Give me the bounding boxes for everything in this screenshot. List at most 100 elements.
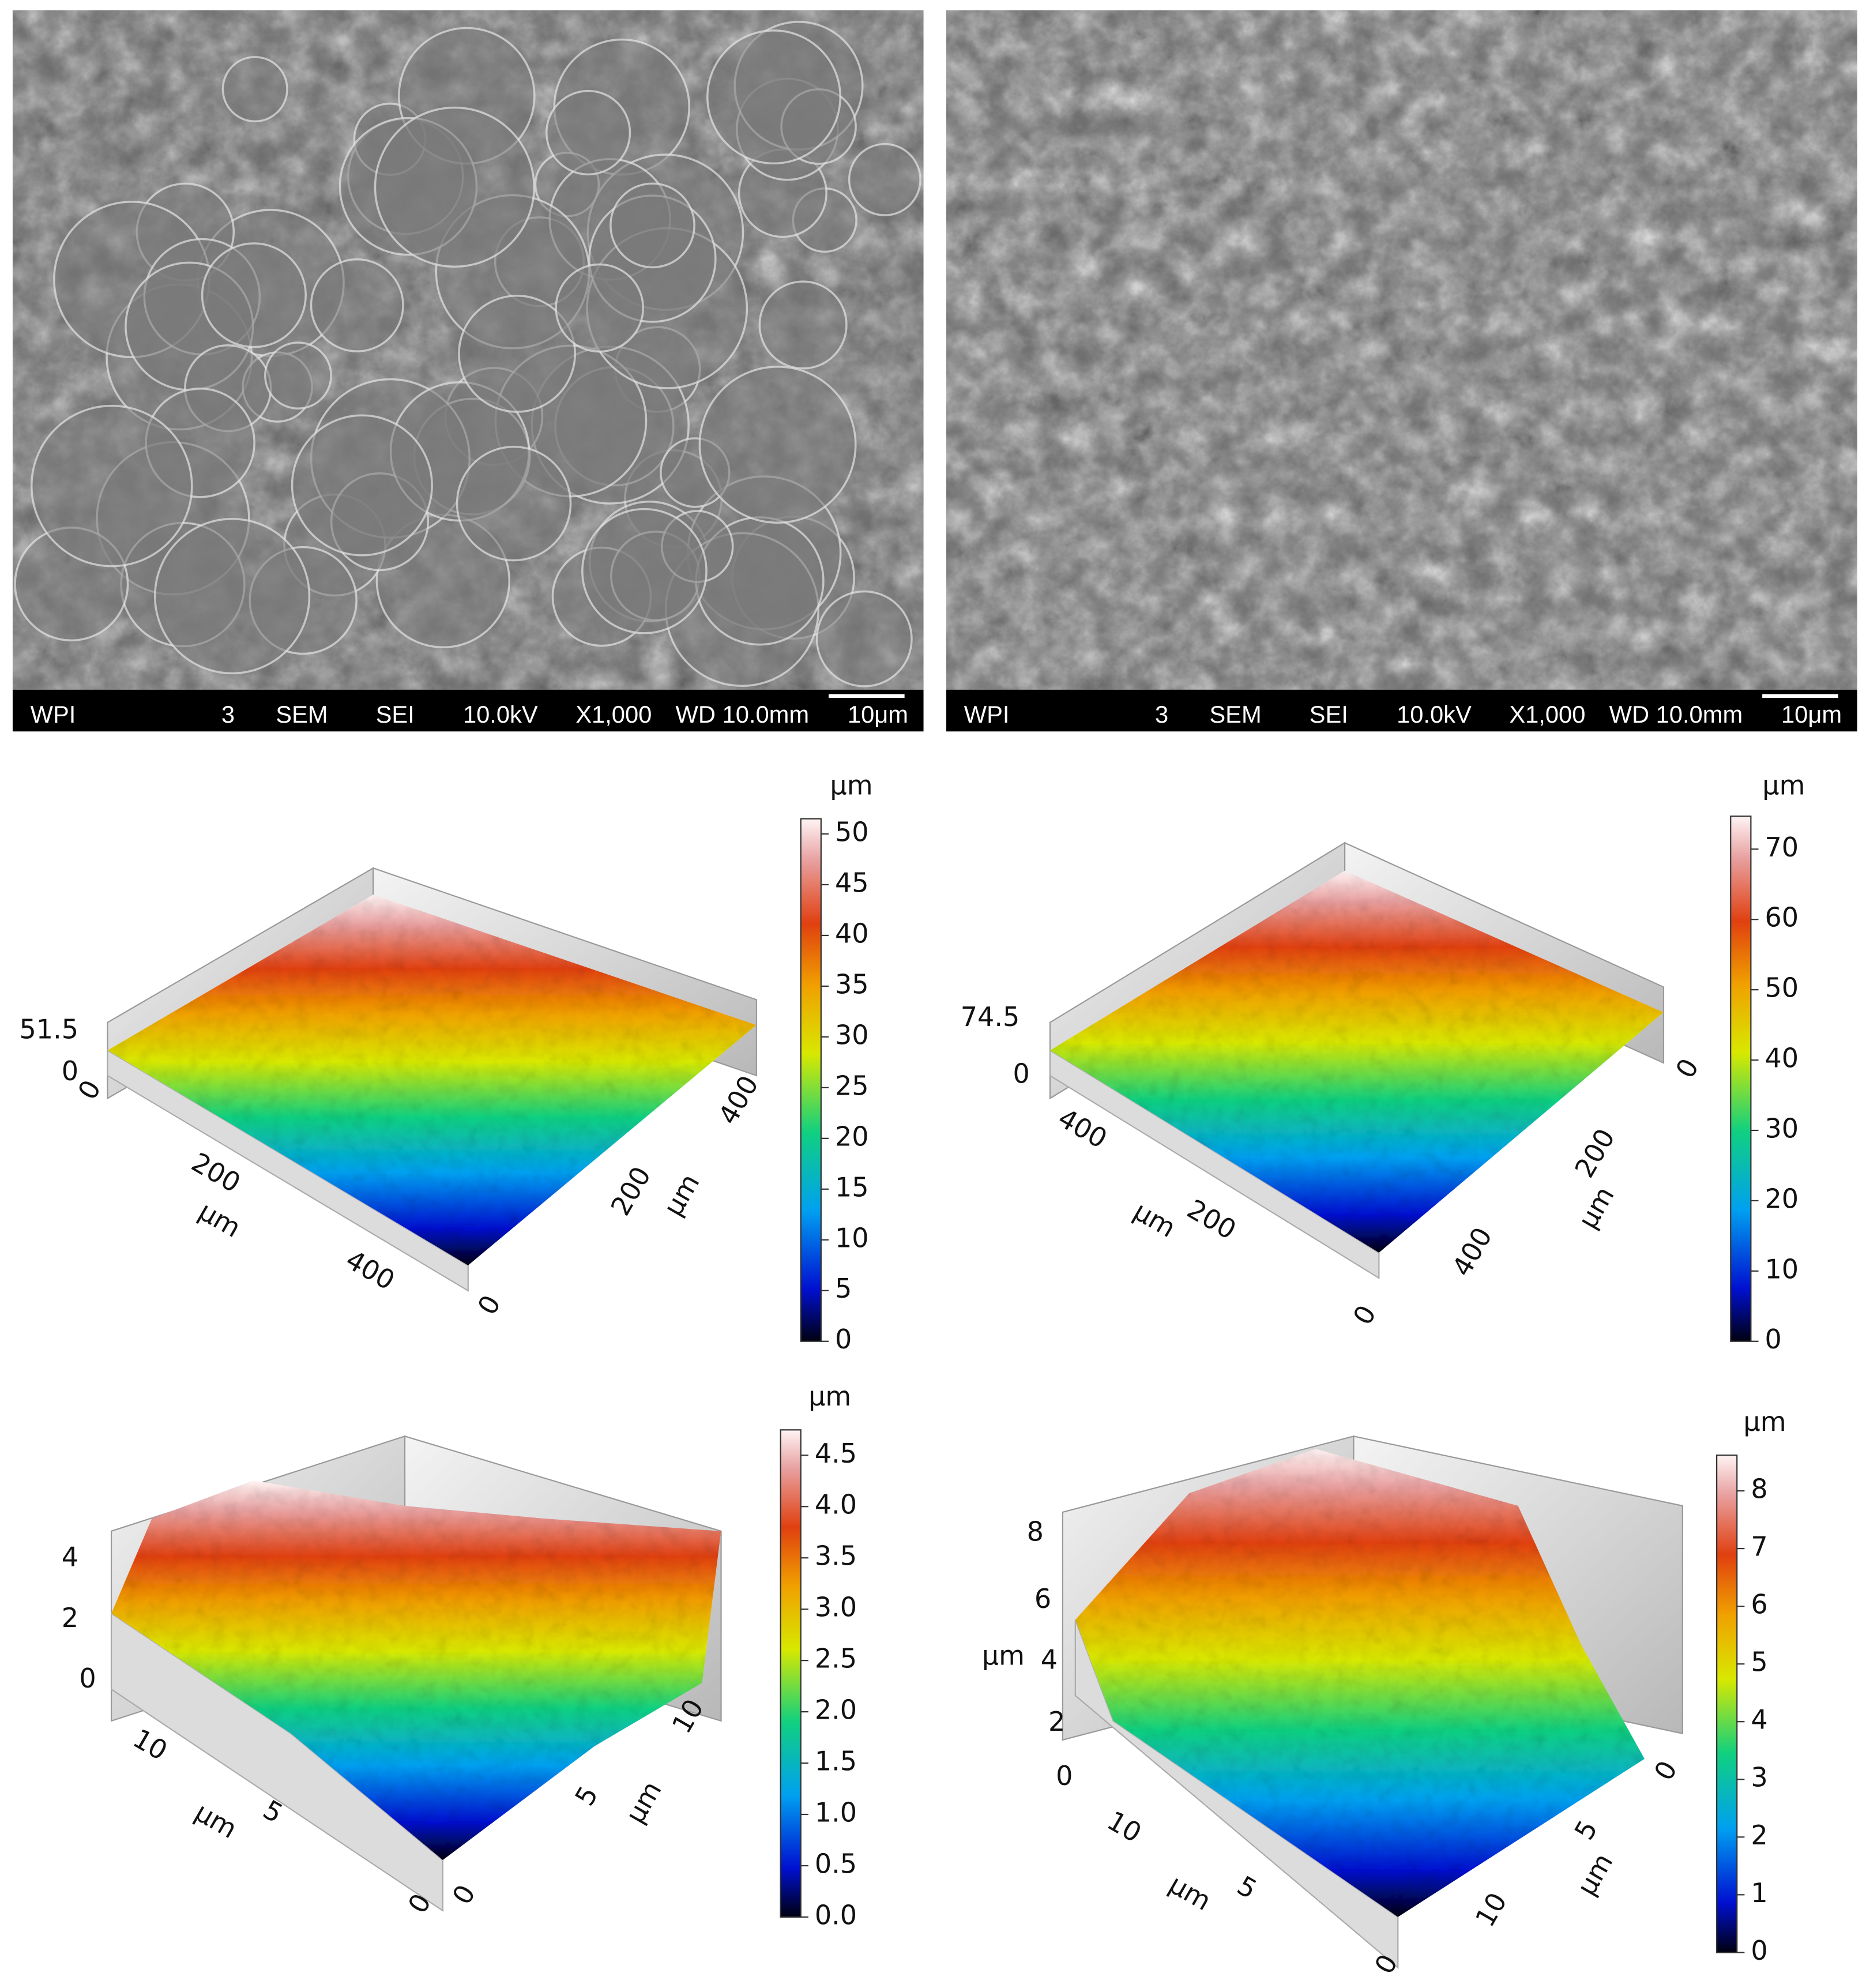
colorbar [800, 818, 822, 1342]
info-bar [12, 689, 924, 732]
grain [758, 280, 848, 370]
colorbar-tick-label: 0 [1751, 1935, 1767, 1966]
colorbar-tick-label: 30 [835, 1019, 869, 1050]
info-text: WPI [31, 701, 76, 728]
side-wall [110, 1612, 443, 1912]
info-text: SEM [1209, 701, 1261, 728]
colorbar-tick-label: 4 [1751, 1704, 1767, 1735]
axis-label: 5 [258, 1794, 288, 1829]
axis-label: 0 [62, 1055, 78, 1087]
info-text: SEM [276, 701, 328, 728]
surface [107, 895, 757, 1266]
colorbar-tick-label: 70 [1765, 832, 1799, 863]
axis-label: 74.5 [961, 1001, 1020, 1032]
axis-label: µm [1571, 1848, 1619, 1900]
grain [154, 517, 311, 675]
info-text: X1,000 [1509, 701, 1585, 728]
colorbar-tick-label: 40 [835, 918, 869, 949]
colorbar-tick-label: 2 [1751, 1820, 1767, 1851]
colorbar-tick-label: 25 [835, 1070, 869, 1101]
axis-label: 51.5 [19, 1014, 78, 1045]
axis-label: 0 [471, 1290, 506, 1320]
axis-label: 0 [79, 1663, 96, 1694]
colorbar-tick-label: 5 [1751, 1647, 1767, 1678]
grain [291, 414, 433, 557]
info-text: WD 10.0mm [676, 701, 810, 728]
colorbar-unit: µm [830, 769, 872, 801]
colorbar-tick-label: 1.0 [815, 1797, 857, 1828]
axis-label: µm [982, 1640, 1025, 1671]
colorbar-tick-label: 50 [835, 816, 869, 847]
surface [1049, 870, 1664, 1253]
axis-label: µm [1164, 1868, 1216, 1916]
axis-label: 5 [1568, 1815, 1604, 1845]
grain [458, 295, 576, 413]
colorbar-tick-label: 3 [1751, 1762, 1767, 1793]
info-text: 10.0kV [1397, 701, 1472, 728]
info-text: SEI [376, 701, 415, 728]
sem-image: WPI 3 SEM SEI 10.0kV X1,000 WD 10.0mm 10μm [946, 10, 1857, 732]
grain [310, 258, 404, 352]
axis-label: 400 [712, 1070, 765, 1130]
surface [111, 1480, 721, 1861]
axis-label: 0 [1648, 1756, 1683, 1786]
grain [201, 242, 307, 348]
axis-label: 4 [62, 1542, 78, 1573]
colorbar-tick-label: 50 [1765, 972, 1799, 1004]
colorbar-tick-label: 45 [835, 867, 869, 898]
axis-label: 10 [1469, 1887, 1513, 1932]
colorbar-tick-label: 30 [1765, 1113, 1799, 1144]
surface-plot: µm0510152025303540455051.500200µm4000200… [19, 769, 872, 1355]
info-text: SEI [1310, 701, 1348, 728]
colorbar-unit: µm [1743, 1406, 1786, 1437]
colorbar-tick-label: 0 [1765, 1324, 1781, 1355]
colorbar-tick-label: 7 [1751, 1531, 1767, 1562]
grain [706, 29, 841, 165]
axis-label: 200 [1182, 1193, 1242, 1246]
colorbar-tick-label: 4.5 [815, 1438, 857, 1469]
info-text: WD 10.0mm [1609, 701, 1743, 728]
colorbar-tick-label: 6 [1751, 1589, 1767, 1620]
axis-label: µm [619, 1776, 668, 1828]
info-text: 3 [221, 701, 235, 728]
info-text: 10μm [1781, 701, 1842, 728]
axis-label: 2 [1048, 1706, 1065, 1737]
grain [815, 590, 913, 687]
axis-label: 6 [1034, 1583, 1051, 1614]
info-text: 10.0kV [463, 701, 538, 728]
colorbar-tick-label: 15 [835, 1171, 869, 1202]
axis-label: 4 [1041, 1644, 1058, 1675]
colorbar-tick-label: 0.0 [815, 1899, 857, 1930]
axis-label: µm [657, 1168, 706, 1221]
info-text: WPI [964, 701, 1010, 728]
grain [698, 366, 857, 524]
axis-label: 400 [341, 1244, 400, 1296]
grain [264, 341, 332, 410]
colorbar-tick-label: 0.5 [815, 1848, 857, 1879]
axis-label: 8 [1027, 1516, 1044, 1547]
axis-label: 0 [1013, 1058, 1030, 1089]
axis-label: 0 [446, 1880, 481, 1910]
colorbar [1730, 816, 1752, 1342]
axis-label: 400 [1053, 1102, 1112, 1155]
colorbar-tick-label: 2.5 [815, 1643, 857, 1674]
grain [221, 56, 288, 123]
colorbar-tick-label: 20 [835, 1121, 869, 1152]
colorbar-tick-label: 8 [1751, 1474, 1767, 1505]
axis-label: 400 [1446, 1222, 1498, 1282]
colorbar-tick-label: 4.0 [815, 1489, 857, 1520]
info-text: X1,000 [575, 701, 652, 728]
sem-image: WPI 3 SEM SEI 10.0kV X1,000 WD 10.0mm 10μm [12, 10, 924, 732]
info-bar [946, 689, 1857, 732]
grain [581, 508, 708, 634]
axis-label: 0 [1347, 1300, 1382, 1330]
axis-label: µm [1128, 1195, 1181, 1243]
colorbar [780, 1429, 802, 1918]
colorbar-unit: µm [1762, 769, 1805, 801]
colorbar-tick-label: 60 [1765, 902, 1799, 933]
colorbar-tick-label: 5 [835, 1273, 852, 1304]
info-text: 10μm [848, 701, 908, 728]
